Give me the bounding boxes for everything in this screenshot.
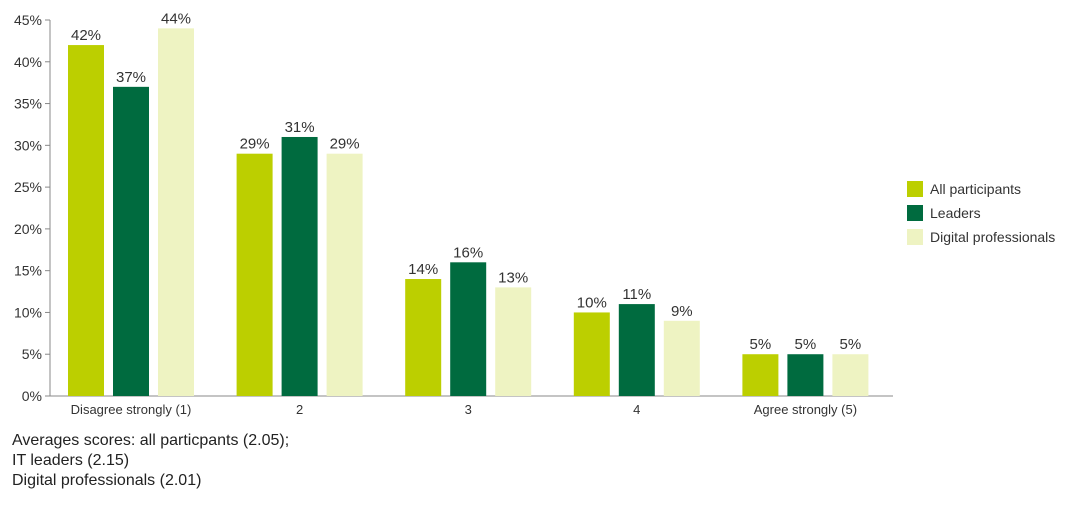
legend-swatch bbox=[907, 229, 923, 245]
category-label: 4 bbox=[633, 402, 640, 417]
data-label: 9% bbox=[671, 303, 693, 320]
bar bbox=[787, 354, 824, 396]
bar bbox=[68, 45, 104, 397]
y-tick-label: 45% bbox=[14, 12, 42, 28]
data-label: 5% bbox=[750, 336, 772, 353]
y-tick-label: 0% bbox=[22, 388, 42, 404]
bar bbox=[573, 312, 610, 396]
note-line-digital: Digital professionals (2.01) bbox=[12, 472, 202, 489]
data-label: 10% bbox=[577, 294, 607, 311]
y-axis: 0% 5% 10% 15% 20% 25% 30% 35% 40% 45% bbox=[14, 12, 51, 404]
y-tick-label: 25% bbox=[14, 179, 42, 195]
bars bbox=[68, 28, 869, 397]
bar bbox=[663, 320, 700, 396]
note-line-it-leaders: IT leaders (2.15) bbox=[12, 452, 130, 469]
category-label: 3 bbox=[465, 402, 472, 417]
category-label: 2 bbox=[296, 402, 303, 417]
data-label: 16% bbox=[453, 244, 483, 261]
data-label: 29% bbox=[330, 136, 360, 153]
bar bbox=[832, 354, 869, 396]
data-label: 14% bbox=[408, 261, 438, 278]
y-tick-label: 35% bbox=[14, 96, 42, 112]
bar bbox=[618, 304, 655, 396]
data-label: 42% bbox=[71, 27, 101, 44]
y-tick-label: 30% bbox=[14, 137, 42, 153]
bar bbox=[236, 153, 273, 396]
data-label: 31% bbox=[285, 119, 315, 136]
y-tick-label: 10% bbox=[14, 304, 42, 320]
bar-chart: 0%5%10%15%20%25%30%35%40%45% Disagree st… bbox=[14, 10, 1055, 417]
legend-swatch bbox=[907, 205, 923, 221]
data-labels: 42% 37% 44% 29% 31% 29% 14% 16% 13% 10% 11% 9% 5% 5% 5… bbox=[71, 10, 861, 353]
bar bbox=[326, 153, 363, 396]
data-label: 5% bbox=[840, 336, 862, 353]
category-label: Agree strongly (5) bbox=[754, 402, 857, 417]
x-axis: Disagree strongly (1) 2 3 4 Agree strongly (… bbox=[50, 395, 893, 417]
legend-label: Digital professionals bbox=[930, 229, 1055, 245]
bar bbox=[158, 28, 194, 396]
data-label: 29% bbox=[240, 136, 270, 153]
bar bbox=[742, 354, 779, 396]
data-label: 5% bbox=[795, 336, 817, 353]
legend-swatch bbox=[907, 181, 923, 197]
data-label: 13% bbox=[498, 269, 528, 286]
bar bbox=[405, 279, 442, 396]
y-tick-label: 20% bbox=[14, 221, 42, 237]
bar bbox=[495, 287, 532, 396]
category-label: Disagree strongly (1) bbox=[71, 402, 192, 417]
y-tick-label: 40% bbox=[14, 54, 42, 70]
data-label: 11% bbox=[622, 286, 651, 303]
data-label: 44% bbox=[161, 10, 191, 27]
average-scores-note: Averages scores: all particpants (2.05);… bbox=[12, 431, 289, 491]
legend: All participants Leaders Digital professio… bbox=[907, 181, 1055, 245]
legend-label: All participants bbox=[930, 181, 1021, 197]
bar bbox=[450, 262, 487, 396]
note-line-all: Averages scores: all particpants (2.05); bbox=[12, 432, 290, 449]
bar bbox=[281, 136, 318, 396]
bar bbox=[113, 86, 149, 396]
y-tick-label: 5% bbox=[22, 346, 42, 362]
legend-label: Leaders bbox=[930, 205, 981, 221]
data-label: 37% bbox=[116, 69, 146, 86]
y-tick-label: 15% bbox=[14, 263, 42, 279]
